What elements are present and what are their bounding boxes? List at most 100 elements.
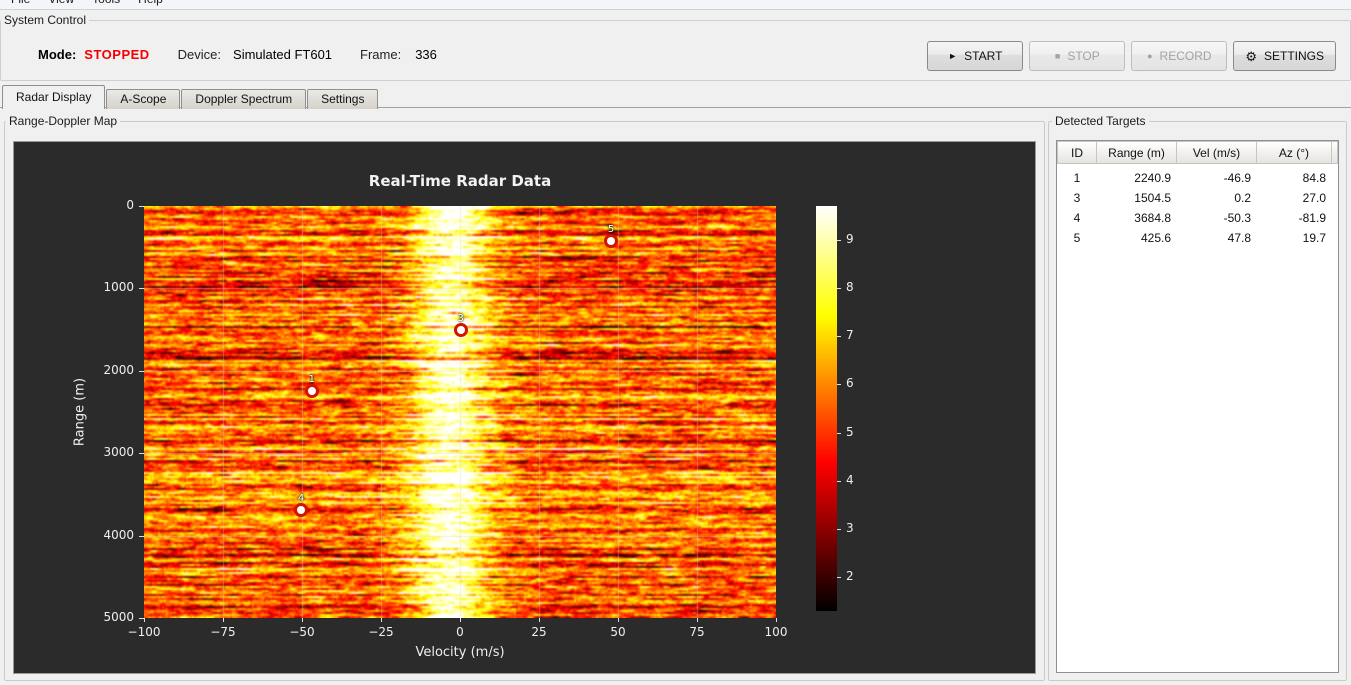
table-cell: -46.9 <box>1223 171 1251 185</box>
menu-item-view[interactable]: View <box>39 0 83 9</box>
colorbar-tick-label: 2 <box>846 569 854 584</box>
y-tick-label: 0 <box>126 198 134 212</box>
colorbar-tick-mark <box>837 336 841 338</box>
colorbar-tick-mark <box>837 384 841 386</box>
mode-value: STOPPED <box>84 47 150 62</box>
table-header-row: ID Range (m) Vel (m/s) Az (°) <box>1057 141 1338 164</box>
x-tick-label: −50 <box>289 625 315 639</box>
table-cell: 19.7 <box>1302 231 1326 245</box>
y-tick-mark <box>139 288 144 290</box>
table-row[interactable]: 3 1504.5 0.2 27.0 <box>1057 188 1338 208</box>
colorbar-tick-label: 8 <box>846 279 854 294</box>
y-tick-mark <box>139 618 144 619</box>
tab-doppler-spectrum[interactable]: Doppler Spectrum <box>181 89 307 109</box>
table-cell: 2240.9 <box>1134 171 1171 185</box>
detected-targets-table: ID Range (m) Vel (m/s) Az (°) 1 2240.9 -46.9 8… <box>1056 140 1339 673</box>
y-tick-label: 1000 <box>103 280 134 295</box>
tab-radar-display[interactable]: Radar Display <box>2 85 106 109</box>
target-marker <box>604 234 619 249</box>
x-tick-label: 75 <box>689 625 705 639</box>
x-tick-label: −25 <box>368 625 394 639</box>
colorbar-tick-label: 4 <box>846 472 854 487</box>
table-cell: 3684.8 <box>1134 211 1171 225</box>
colorbar-tick-mark <box>837 432 841 434</box>
table-body: 1 2240.9 -46.9 84.8 3 1504.5 0.2 27.0 4 3684.8 -50… <box>1057 164 1338 248</box>
x-tick-mark <box>697 618 698 622</box>
y-tick-label: 3000 <box>103 445 134 460</box>
tab-settings[interactable]: Settings <box>307 89 379 109</box>
x-axis-label: Velocity (m/s) <box>415 645 505 660</box>
y-tick-label: 2000 <box>103 362 134 377</box>
device-value: Simulated FT601 <box>233 47 333 62</box>
table-cell: 0.2 <box>1234 191 1251 205</box>
column-header-range-m[interactable]: Range (m) <box>1097 141 1177 164</box>
colorbar-tick-mark <box>837 529 841 531</box>
x-tick-label: −100 <box>127 625 161 639</box>
x-tick-mark <box>539 618 540 622</box>
menu-bar: FileViewToolsHelp <box>0 0 1351 10</box>
stop-icon: ■ <box>1054 50 1061 61</box>
y-tick-mark <box>139 370 144 372</box>
column-header-az[interactable]: Az (°) <box>1257 141 1332 164</box>
record-icon: ● <box>1147 50 1153 61</box>
colorbar-tick-label: 9 <box>846 231 854 246</box>
table-cell: 3 <box>1073 191 1081 205</box>
x-tick-label: 100 <box>764 625 788 639</box>
control-buttons: ► START ■ STOP ● RECORD ⚙ SETTINGS <box>927 41 1336 71</box>
target-marker <box>304 383 319 398</box>
x-tick-mark <box>144 618 145 622</box>
menu-item-tools[interactable]: Tools <box>83 0 129 9</box>
colorbar-tick-mark <box>837 577 841 579</box>
column-header-id[interactable]: ID <box>1057 141 1097 164</box>
system-control-group-title: System Control <box>1 13 90 27</box>
colorbar-tick-label: 3 <box>846 521 854 536</box>
target-marker-label: 5 <box>607 224 615 236</box>
record-button-label: RECORD <box>1159 49 1212 63</box>
x-tick-label: 0 <box>456 625 464 639</box>
colorbar-tick-mark <box>837 480 841 482</box>
x-tick-mark <box>460 618 461 622</box>
stop-button: ■ STOP <box>1029 41 1126 71</box>
range-doppler-plot-panel: Real-Time Radar Data Range (m) Velocity … <box>13 141 1036 674</box>
settings-button-label: SETTINGS <box>1263 49 1324 63</box>
menu-item-help[interactable]: Help <box>129 0 172 9</box>
x-tick-label: 50 <box>610 625 626 639</box>
frame-counter: 336 <box>415 47 437 62</box>
colorbar-tick-mark <box>837 287 841 289</box>
y-axis-label: Range (m) <box>72 377 88 447</box>
start-button-label: START <box>964 49 1003 63</box>
x-tick-mark <box>223 618 224 622</box>
target-marker-label: 1 <box>308 373 315 385</box>
device-label: Device: <box>177 47 222 62</box>
plot-title: Real-Time Radar Data <box>368 172 552 190</box>
table-row[interactable]: 1 2240.9 -46.9 84.8 <box>1057 168 1338 188</box>
table-cell: 4 <box>1073 211 1081 225</box>
mode-label: Mode: <box>38 47 77 62</box>
x-tick-mark <box>776 618 777 622</box>
menu-item-file[interactable]: File <box>2 0 39 9</box>
table-cell: 1504.5 <box>1134 191 1171 205</box>
start-button[interactable]: ► START <box>927 41 1024 71</box>
tab-a-scope[interactable]: A-Scope <box>106 89 181 109</box>
status-row: Mode: STOPPED Device: Simulated FT601 Fr… <box>38 47 437 62</box>
colorbar-tick-label: 5 <box>846 424 854 439</box>
table-cell: 27.0 <box>1302 191 1326 205</box>
table-row[interactable]: 4 3684.8 -50.3 -81.9 <box>1057 208 1338 228</box>
y-tick-mark <box>139 453 144 455</box>
column-header-vel-m-s[interactable]: Vel (m/s) <box>1177 141 1257 164</box>
table-cell: 5 <box>1073 231 1081 245</box>
range-doppler-heatmap <box>144 206 776 618</box>
colorbar <box>816 206 837 611</box>
range-doppler-groupbox <box>4 121 1045 681</box>
y-tick-label: 4000 <box>103 527 134 542</box>
tab-bar: Radar Display A-Scope Doppler Spectrum Sett… <box>2 85 379 109</box>
x-tick-mark <box>381 618 382 622</box>
play-icon: ► <box>948 50 958 61</box>
x-tick-mark <box>302 618 303 622</box>
table-cell: 47.8 <box>1227 231 1251 245</box>
y-tick-label: 5000 <box>103 610 134 624</box>
settings-button[interactable]: ⚙ SETTINGS <box>1233 41 1336 71</box>
detected-targets-groupbox <box>1048 121 1347 681</box>
table-row[interactable]: 5 425.6 47.8 19.7 <box>1057 228 1338 248</box>
